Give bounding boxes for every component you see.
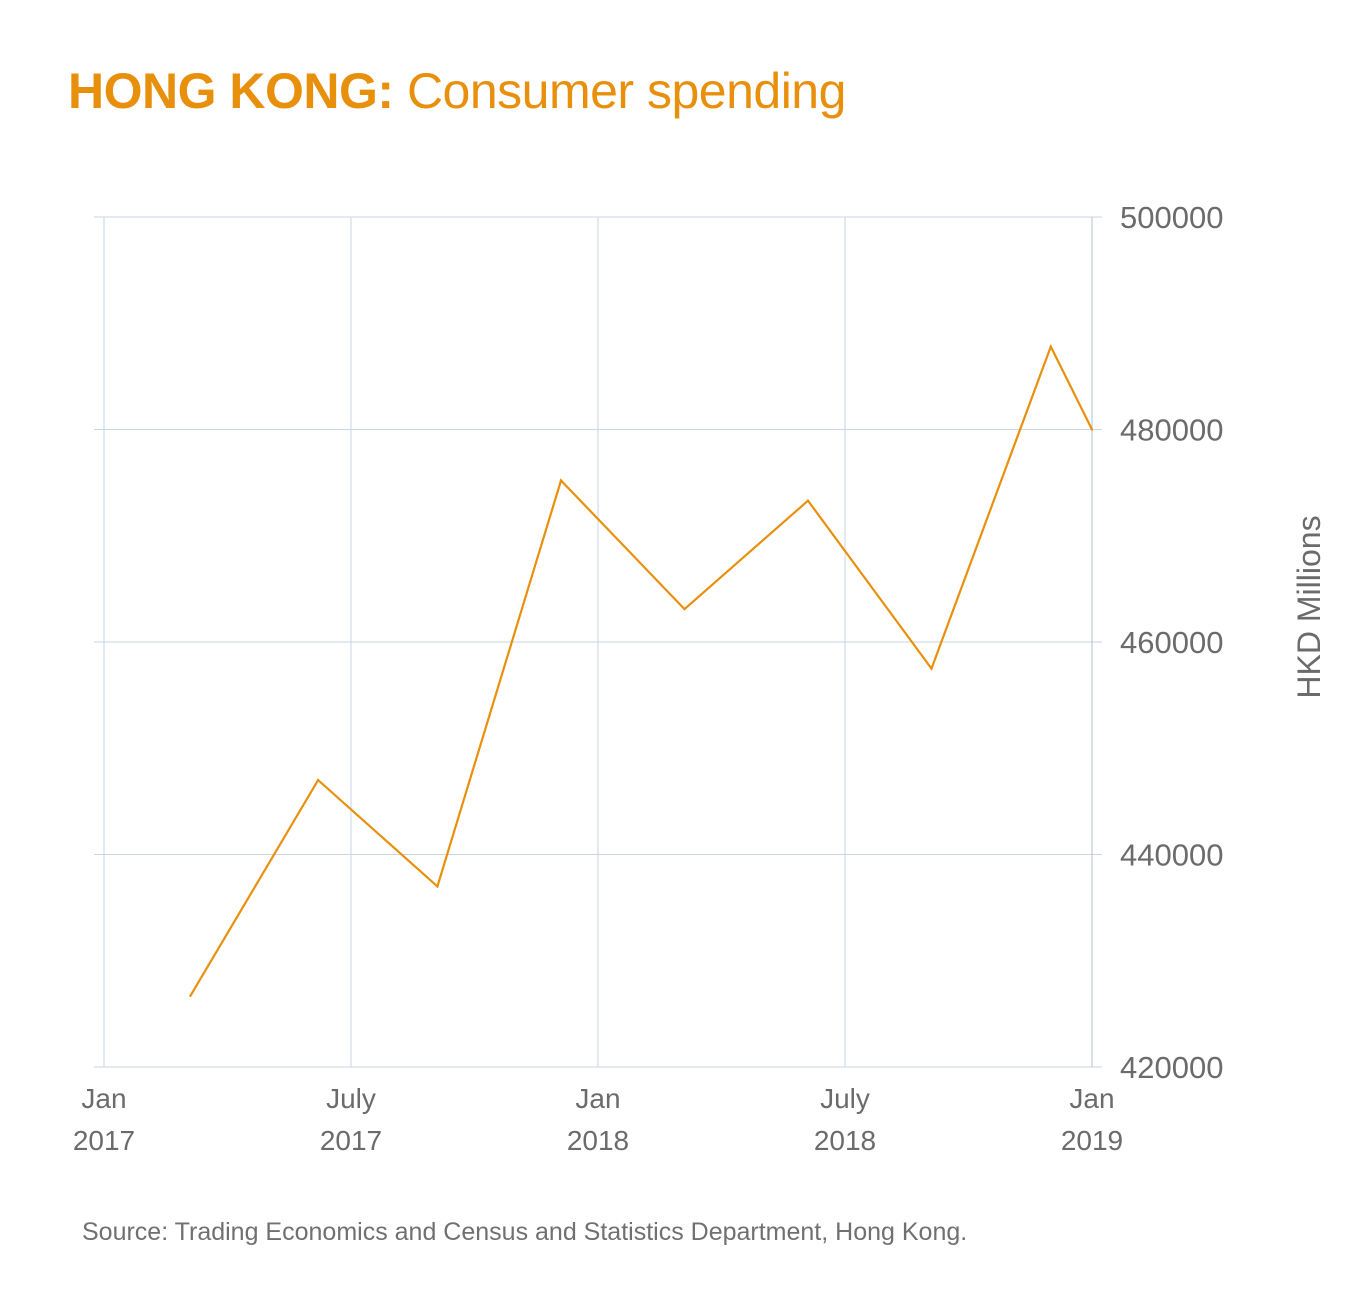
chart-title-lead: HONG KONG: bbox=[68, 63, 394, 119]
x-tick-label: Jan bbox=[1069, 1083, 1114, 1114]
y-tick-label: 480000 bbox=[1120, 413, 1223, 448]
y-tick-label: 420000 bbox=[1120, 1050, 1223, 1085]
y-axis-label: HKD Millions bbox=[1291, 515, 1327, 698]
x-tick-label: 2018 bbox=[814, 1125, 876, 1156]
x-tick-label: July bbox=[326, 1083, 376, 1114]
data-point bbox=[436, 885, 439, 888]
x-tick-label: Jan bbox=[81, 1083, 126, 1114]
x-tick-label: 2018 bbox=[567, 1125, 629, 1156]
data-point bbox=[683, 607, 686, 611]
x-tick-label: 2017 bbox=[73, 1125, 135, 1156]
x-tick-label: July bbox=[820, 1083, 870, 1114]
y-tick-label: 500000 bbox=[1120, 200, 1223, 235]
y-tick-label: 440000 bbox=[1120, 838, 1223, 873]
data-point bbox=[189, 994, 192, 998]
x-tick-label: 2019 bbox=[1061, 1125, 1123, 1156]
chart-title: HONG KONG: Consumer spending bbox=[68, 62, 846, 120]
series-line bbox=[189, 343, 1093, 997]
y-tick-label: 460000 bbox=[1120, 625, 1223, 660]
data-point bbox=[1049, 345, 1053, 348]
chart-title-rest: Consumer spending bbox=[393, 63, 847, 119]
data-point bbox=[930, 667, 933, 670]
data-point bbox=[806, 499, 810, 502]
x-tick-label: 2017 bbox=[320, 1125, 382, 1156]
data-point bbox=[559, 479, 563, 482]
data-point bbox=[316, 778, 320, 782]
data-point bbox=[1090, 428, 1094, 431]
source-note: Source: Trading Economics and Census and… bbox=[82, 1218, 968, 1246]
x-tick-label: Jan bbox=[575, 1083, 620, 1114]
